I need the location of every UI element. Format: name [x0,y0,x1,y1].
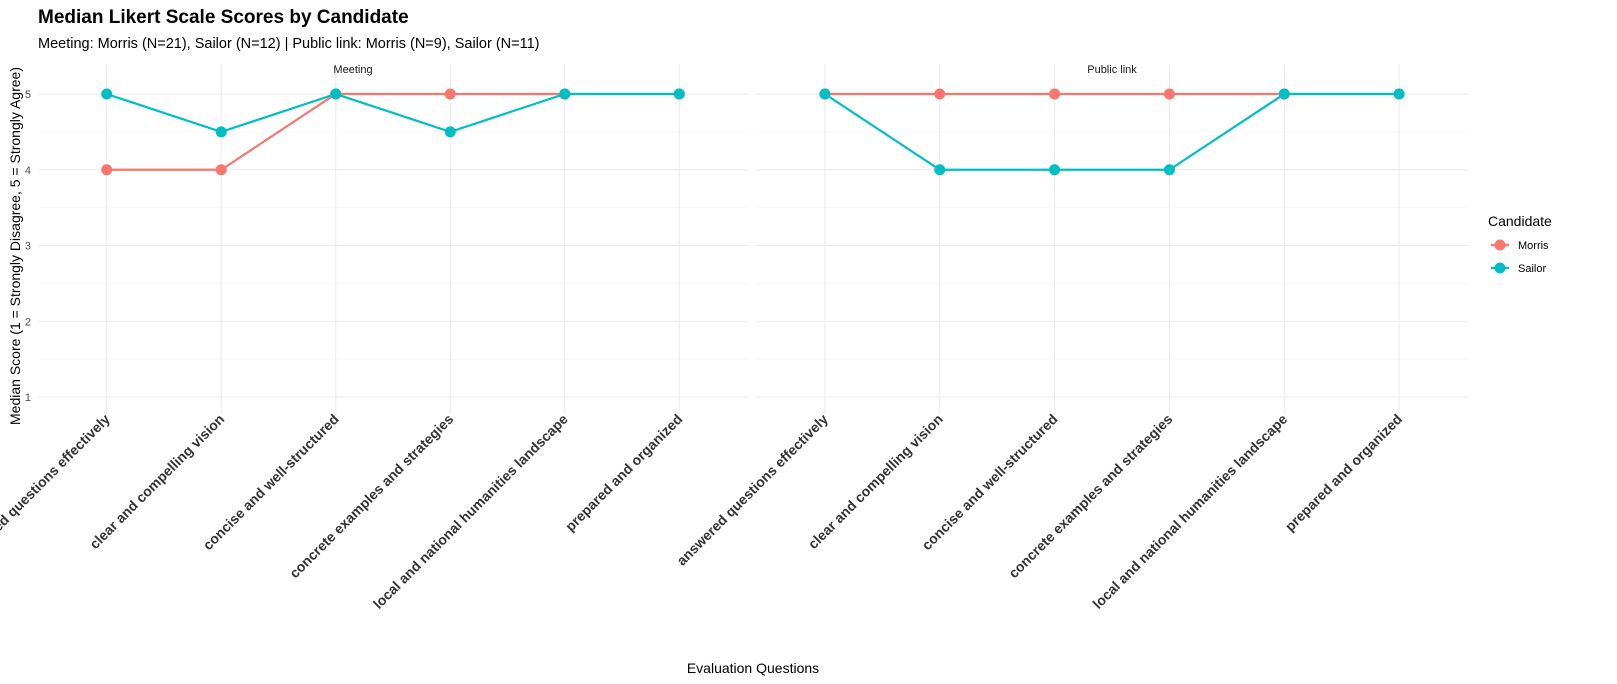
legend-title: Candidate [1488,213,1552,229]
data-point-morris [101,164,113,176]
data-point-sailor [673,88,685,100]
x-tick-label: local and national humanities landscape [370,411,571,612]
data-point-sailor [215,126,227,138]
legend-label: Morris [1518,240,1549,252]
y-axis-title: Median Score (1 = Strongly Disagree, 5 =… [7,67,23,425]
x-tick-label: concise and well-structured [918,411,1060,553]
legend-item-sailor: Sailor [1491,262,1546,275]
data-point-sailor [1278,88,1290,100]
data-point-sailor [1049,164,1061,176]
y-tick-label: 5 [25,89,31,101]
data-point-sailor [559,88,571,100]
data-point-morris [1163,88,1175,100]
x-tick-label: clear and compelling vision [805,411,946,552]
facet-label: Meeting [333,64,372,76]
x-tick-label: concise and well-structured [200,411,342,553]
series-line-sailor [106,92,680,134]
y-tick-label: 3 [25,241,31,253]
data-point-morris [1049,88,1061,100]
data-point-morris [934,88,946,100]
data-point-morris [444,88,456,100]
chart-title: Median Likert Scale Scores by Candidate [38,7,409,28]
legend: Candidate Morris Sailor [1488,213,1552,275]
series-line-sailor [824,92,1400,171]
facet-label: Public link [1087,64,1137,76]
legend-item-morris: Morris [1491,239,1549,252]
x-tick-label: prepared and organized [562,411,686,535]
x-tick-label: prepared and organized [1282,411,1406,535]
y-tick-label: 1 [25,392,31,404]
y-tick-label: 2 [25,316,31,328]
data-point-sailor [819,88,831,100]
x-tick-label: local and national humanities landscape [1089,411,1290,612]
data-point-sailor [934,164,946,176]
legend-key-point [1494,239,1506,251]
data-point-sailor [1393,88,1405,100]
y-tick-label: 4 [25,165,31,177]
data-point-sailor [444,126,456,138]
legend-label: Sailor [1518,263,1546,275]
data-point-sailor [330,88,342,100]
legend-key-point [1494,262,1506,274]
data-point-sailor [101,88,113,100]
x-tick-label: clear and compelling vision [86,411,227,552]
data-point-morris [215,164,227,176]
chart-subtitle: Meeting: Morris (N=21), Sailor (N=12) | … [38,36,539,52]
x-axis-title: Evaluation Questions [687,660,819,676]
data-point-sailor [1163,164,1175,176]
